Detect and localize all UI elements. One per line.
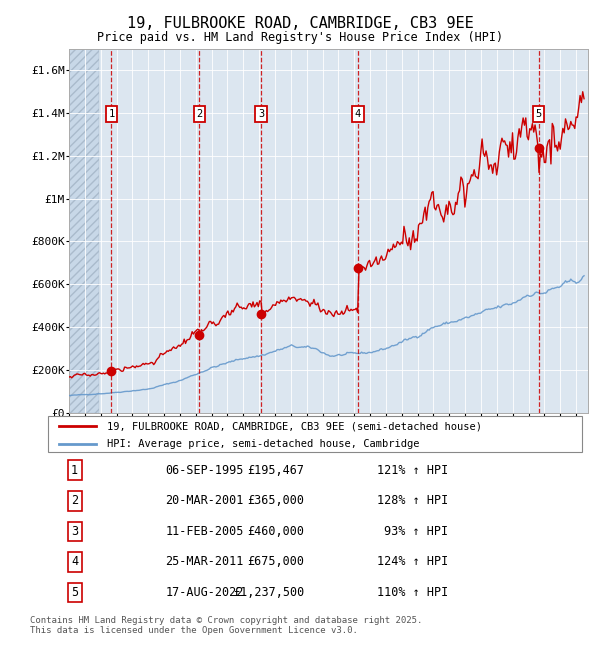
Text: 3: 3 xyxy=(258,109,264,119)
Text: 5: 5 xyxy=(71,586,78,599)
Text: Contains HM Land Registry data © Crown copyright and database right 2025.: Contains HM Land Registry data © Crown c… xyxy=(30,616,422,625)
Text: 19, FULBROOKE ROAD, CAMBRIDGE, CB3 9EE (semi-detached house): 19, FULBROOKE ROAD, CAMBRIDGE, CB3 9EE (… xyxy=(107,421,482,431)
Text: HPI: Average price, semi-detached house, Cambridge: HPI: Average price, semi-detached house,… xyxy=(107,439,419,449)
Text: £460,000: £460,000 xyxy=(247,525,304,538)
Text: 93% ↑ HPI: 93% ↑ HPI xyxy=(385,525,449,538)
Text: 11-FEB-2005: 11-FEB-2005 xyxy=(166,525,244,538)
Text: This data is licensed under the Open Government Licence v3.0.: This data is licensed under the Open Gov… xyxy=(30,626,358,635)
Text: 3: 3 xyxy=(71,525,78,538)
Text: 5: 5 xyxy=(535,109,542,119)
Text: 06-SEP-1995: 06-SEP-1995 xyxy=(166,464,244,477)
Text: £195,467: £195,467 xyxy=(247,464,304,477)
Text: 17-AUG-2022: 17-AUG-2022 xyxy=(166,586,244,599)
Text: 110% ↑ HPI: 110% ↑ HPI xyxy=(377,586,449,599)
Text: 2: 2 xyxy=(71,494,78,507)
Text: £675,000: £675,000 xyxy=(247,555,304,568)
FancyBboxPatch shape xyxy=(48,416,582,452)
Text: 19, FULBROOKE ROAD, CAMBRIDGE, CB3 9EE: 19, FULBROOKE ROAD, CAMBRIDGE, CB3 9EE xyxy=(127,16,473,31)
Text: 1: 1 xyxy=(109,109,115,119)
Text: 4: 4 xyxy=(355,109,361,119)
Text: 1: 1 xyxy=(71,464,78,477)
Text: 2: 2 xyxy=(196,109,202,119)
Text: 128% ↑ HPI: 128% ↑ HPI xyxy=(377,494,449,507)
Text: £1,237,500: £1,237,500 xyxy=(233,586,304,599)
Text: 25-MAR-2011: 25-MAR-2011 xyxy=(166,555,244,568)
Text: 4: 4 xyxy=(71,555,78,568)
Text: 121% ↑ HPI: 121% ↑ HPI xyxy=(377,464,449,477)
Text: £365,000: £365,000 xyxy=(247,494,304,507)
Bar xyxy=(69,49,99,413)
Text: Price paid vs. HM Land Registry's House Price Index (HPI): Price paid vs. HM Land Registry's House … xyxy=(97,31,503,44)
Text: 124% ↑ HPI: 124% ↑ HPI xyxy=(377,555,449,568)
Text: 20-MAR-2001: 20-MAR-2001 xyxy=(166,494,244,507)
